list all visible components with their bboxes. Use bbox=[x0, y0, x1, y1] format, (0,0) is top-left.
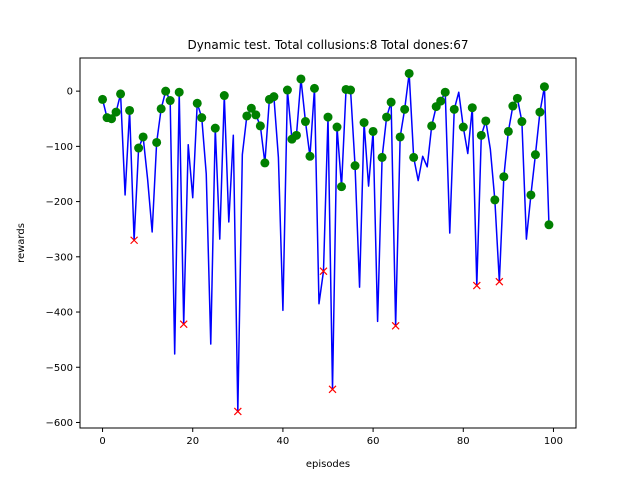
done-marker bbox=[174, 87, 184, 97]
done-marker bbox=[269, 92, 279, 102]
done-marker bbox=[291, 130, 301, 140]
done-marker bbox=[296, 74, 306, 84]
x-tick-label: 80 bbox=[457, 436, 470, 447]
done-marker bbox=[449, 104, 459, 114]
x-tick-label: 40 bbox=[277, 436, 290, 447]
done-marker bbox=[246, 103, 256, 113]
done-marker bbox=[255, 121, 265, 131]
done-marker bbox=[125, 105, 135, 115]
done-marker bbox=[98, 94, 108, 104]
done-marker bbox=[332, 122, 342, 132]
done-marker bbox=[526, 190, 536, 200]
done-marker bbox=[156, 104, 166, 114]
chart-title: Dynamic test. Total collusions:8 Total d… bbox=[187, 38, 468, 52]
done-marker bbox=[467, 103, 477, 113]
collision-marker bbox=[391, 321, 400, 330]
series-line bbox=[101, 72, 550, 413]
done-marker bbox=[539, 82, 549, 92]
done-marker bbox=[400, 104, 410, 114]
done-marker bbox=[346, 85, 356, 95]
done-marker bbox=[508, 101, 518, 111]
done-marker bbox=[138, 132, 148, 142]
done-marker bbox=[544, 220, 554, 230]
y-tick-label: 0 bbox=[67, 87, 73, 98]
done-marker bbox=[161, 86, 171, 96]
done-marker bbox=[530, 150, 540, 160]
axes-frame bbox=[79, 57, 577, 429]
done-marker bbox=[251, 110, 261, 120]
x-tick-label: 20 bbox=[186, 436, 199, 447]
done-marker bbox=[440, 87, 450, 97]
done-marker bbox=[111, 107, 121, 117]
done-marker bbox=[512, 93, 522, 103]
y-axis-label: rewards bbox=[16, 223, 27, 263]
collision-marker bbox=[472, 281, 481, 290]
done-marker bbox=[517, 117, 527, 127]
done-marker bbox=[305, 151, 315, 161]
done-marker bbox=[116, 89, 126, 99]
x-tick-label: 60 bbox=[367, 436, 380, 447]
done-marker bbox=[309, 83, 319, 93]
done-marker bbox=[219, 91, 229, 101]
y-tick-label: −200 bbox=[46, 197, 73, 208]
done-marker bbox=[134, 143, 144, 153]
y-tick-label: −400 bbox=[46, 308, 73, 319]
done-marker bbox=[242, 111, 252, 121]
done-marker bbox=[107, 114, 117, 124]
x-tick-label: 0 bbox=[99, 436, 105, 447]
done-marker bbox=[503, 126, 513, 136]
done-marker bbox=[377, 152, 387, 162]
done-marker bbox=[499, 172, 509, 182]
done-marker bbox=[197, 113, 207, 123]
y-tick-label: −100 bbox=[46, 142, 73, 153]
done-marker bbox=[300, 117, 310, 127]
done-marker bbox=[152, 137, 162, 147]
done-marker bbox=[386, 97, 396, 107]
collision-marker bbox=[130, 236, 139, 245]
x-axis: 0 20 40 60 80 100 bbox=[99, 428, 563, 447]
done-marker bbox=[490, 195, 500, 205]
x-axis-label: episodes bbox=[306, 459, 350, 470]
y-axis: −600 −500 −400 −300 −200 −100 0 bbox=[46, 87, 80, 429]
collision-marker bbox=[179, 320, 188, 329]
collision-marker bbox=[233, 407, 242, 416]
done-marker bbox=[458, 122, 468, 132]
done-marker bbox=[535, 107, 545, 117]
done-marker bbox=[337, 182, 347, 192]
done-marker bbox=[323, 112, 333, 122]
plot-area bbox=[98, 68, 554, 416]
done-marker bbox=[350, 161, 360, 171]
done-marker bbox=[409, 152, 419, 162]
done-marker bbox=[192, 98, 202, 108]
collision-marker bbox=[328, 385, 337, 394]
done-marker bbox=[210, 123, 220, 133]
done-marker bbox=[427, 121, 437, 131]
collision-marker bbox=[495, 277, 504, 286]
done-marker bbox=[476, 130, 486, 140]
collision-marker bbox=[319, 267, 328, 276]
done-marker bbox=[382, 112, 392, 122]
done-marker bbox=[395, 132, 405, 142]
x-tick-label: 100 bbox=[544, 436, 563, 447]
done-marker bbox=[282, 85, 292, 95]
done-marker bbox=[260, 158, 270, 168]
done-marker bbox=[165, 96, 175, 106]
y-tick-label: −500 bbox=[46, 363, 73, 374]
done-marker bbox=[404, 68, 414, 78]
y-tick-label: −300 bbox=[46, 252, 73, 263]
done-marker bbox=[359, 118, 369, 128]
done-marker bbox=[368, 126, 378, 136]
y-tick-label: −600 bbox=[46, 418, 73, 429]
done-marker bbox=[436, 96, 446, 106]
done-marker bbox=[481, 116, 491, 126]
